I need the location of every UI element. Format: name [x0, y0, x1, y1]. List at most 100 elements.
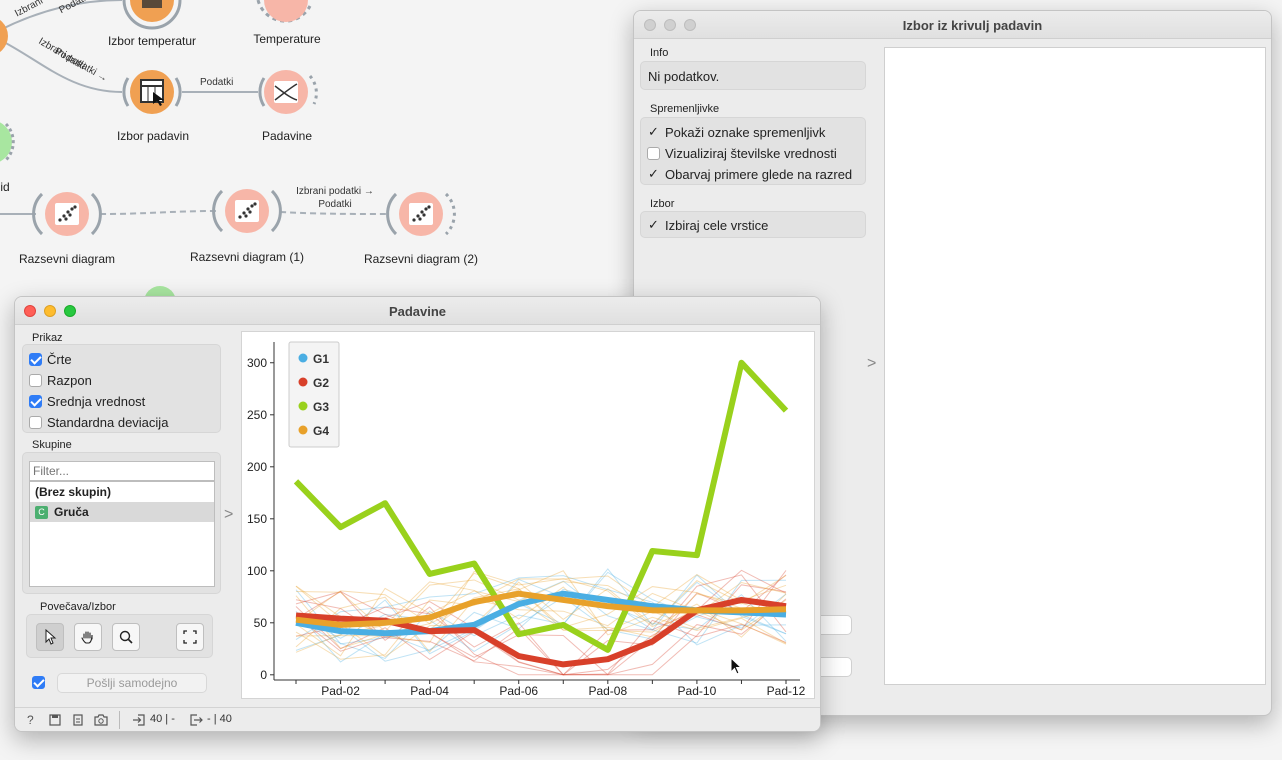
node-razsevni-diagram-1[interactable] [212, 189, 282, 233]
checkbox[interactable] [29, 373, 42, 387]
padavine-titlebar[interactable]: Padavine [15, 297, 820, 325]
checkbox[interactable] [647, 146, 660, 160]
help-icon[interactable]: ? [27, 713, 34, 727]
hand-icon [81, 631, 93, 644]
node-izbor-temperatur[interactable] [122, 0, 182, 30]
line-chart[interactable]: 0 50 100 150 200 250 300 Pad-02 Pad-04 Pad-06 Pad-… [242, 332, 814, 698]
collapse-arrow-icon[interactable]: > [224, 506, 234, 523]
link-label-scatter-b: Podatki [318, 199, 352, 210]
info-label: Info [650, 47, 669, 59]
save-icon[interactable] [49, 714, 61, 726]
groups-list[interactable]: (Brez skupin) C Gruča [29, 481, 215, 587]
input-count: 40 | - [150, 713, 175, 725]
node-partial-green[interactable] [0, 120, 15, 164]
filter-input[interactable] [29, 461, 215, 481]
reset-zoom-button[interactable] [176, 623, 204, 651]
pointer-icon [45, 629, 57, 645]
x-tick-label: Pad-06 [499, 684, 538, 698]
node-temperature[interactable] [256, 0, 312, 23]
link-label-scatter-a: Izbrani podatki → [296, 186, 374, 197]
zoom-button[interactable] [684, 19, 696, 31]
send-button[interactable]: Pošlji samodejno [57, 673, 207, 693]
minimize-button[interactable] [44, 305, 56, 317]
fit-icon [183, 630, 197, 644]
display-option-stdev[interactable]: Standardna deviacija [29, 412, 168, 432]
checkbox[interactable] [29, 352, 42, 366]
option-label: Standardna deviacija [47, 414, 169, 430]
display-option-range[interactable]: Razpon [29, 370, 92, 390]
send-auto-checkbox[interactable] [32, 676, 45, 689]
list-item-selected[interactable]: C Gruča [30, 502, 214, 522]
magnifier-icon [119, 630, 133, 644]
link-scatter-2[interactable] [279, 211, 391, 215]
categorical-icon: C [35, 505, 48, 519]
legend-marker [298, 377, 308, 387]
x-tick-label: Pad-10 [678, 684, 717, 698]
output-icon [190, 714, 203, 726]
node-label-partial: id [0, 180, 10, 194]
camera-icon[interactable] [94, 714, 108, 726]
legend-label: G2 [313, 376, 329, 390]
legend-label: G4 [313, 424, 329, 438]
window-title: Izbor iz krivulj padavin [902, 18, 1043, 33]
node-label-temperature: Temperature [253, 32, 321, 46]
list-item[interactable]: (Brez skupin) [35, 485, 112, 499]
member-line [295, 575, 787, 646]
node-razsevni-diagram[interactable] [32, 192, 102, 236]
node-partial-orange[interactable] [0, 16, 8, 56]
node-izbor-padavin[interactable] [122, 70, 182, 114]
pointer-tool-button[interactable] [36, 623, 64, 651]
window-title: Padavine [388, 304, 447, 319]
checkmark-icon: ✓ [648, 124, 659, 139]
collapse-arrow-icon[interactable]: > [867, 355, 877, 372]
close-button[interactable] [644, 19, 656, 31]
display-option-lines[interactable]: Črte [29, 349, 72, 369]
var-option-1[interactable]: Vizualiziraj številske vrednosti [647, 143, 837, 163]
var-option-2[interactable]: ✓ Obarvaj primere glede na razred [647, 164, 852, 184]
checkbox[interactable] [29, 394, 42, 408]
var-option-label: Pokaži oznake spremenljivk [665, 124, 826, 140]
padavine-window: Padavine Prikaz Črte Razpon Srednja vred… [14, 296, 821, 732]
vars-label: Spremenljivke [650, 103, 720, 115]
zoom-button[interactable] [64, 305, 76, 317]
izbor-titlebar[interactable]: Izbor iz krivulj padavin [634, 11, 1271, 39]
mean-line-g3 [293, 359, 789, 653]
node-padavine[interactable] [258, 70, 318, 114]
link-top[interactable] [0, 0, 123, 31]
close-button[interactable] [24, 305, 36, 317]
var-option-0[interactable]: ✓ Pokaži oznake spremenljivk [647, 122, 825, 142]
chart-panel[interactable]: 0 50 100 150 200 250 300 Pad-02 Pad-04 Pad-06 Pad-… [241, 331, 815, 699]
member-line [295, 571, 787, 662]
y-tick-label: 200 [247, 460, 267, 474]
report-icon[interactable] [72, 714, 84, 726]
selection-table-area[interactable] [884, 47, 1266, 685]
zoom-label: Povečava/Izbor [40, 601, 116, 613]
x-tick-label: Pad-04 [410, 684, 449, 698]
node-label-razsevni-3: Razsevni diagram (2) [363, 252, 479, 266]
option-label: Razpon [47, 372, 92, 388]
link-izbor-padavin[interactable] [0, 39, 123, 93]
display-box: Črte Razpon Srednja vrednost Standardna … [22, 344, 221, 433]
link-label-padavine: Podatki [200, 77, 234, 88]
selection-box: ✓ Izbiraj cele vrstice [640, 211, 866, 238]
groups-label: Skupine [32, 439, 72, 451]
link-scatter-1[interactable] [99, 210, 218, 215]
member-line [295, 578, 787, 645]
display-label: Prikaz [32, 332, 63, 344]
member-line [295, 574, 787, 655]
info-text: Ni podatkov. [648, 69, 720, 84]
minimize-button[interactable] [664, 19, 676, 31]
y-tick-label: 0 [260, 668, 267, 682]
checkbox[interactable] [29, 415, 42, 429]
zoom-tool-button[interactable] [112, 623, 140, 651]
pan-tool-button[interactable] [74, 623, 102, 651]
selection-label: Izbor [650, 198, 675, 210]
vars-box: ✓ Pokaži oznake spremenljivk Vizualiziraj… [640, 117, 866, 185]
legend-marker [298, 353, 308, 363]
y-tick-label: 50 [254, 616, 268, 630]
display-option-mean[interactable]: Srednja vrednost [29, 391, 145, 411]
legend-marker [298, 401, 308, 411]
select-rows-option[interactable]: ✓ Izbiraj cele vrstice [647, 215, 768, 235]
legend-box [288, 341, 340, 448]
node-razsevni-diagram-2[interactable] [386, 192, 456, 236]
